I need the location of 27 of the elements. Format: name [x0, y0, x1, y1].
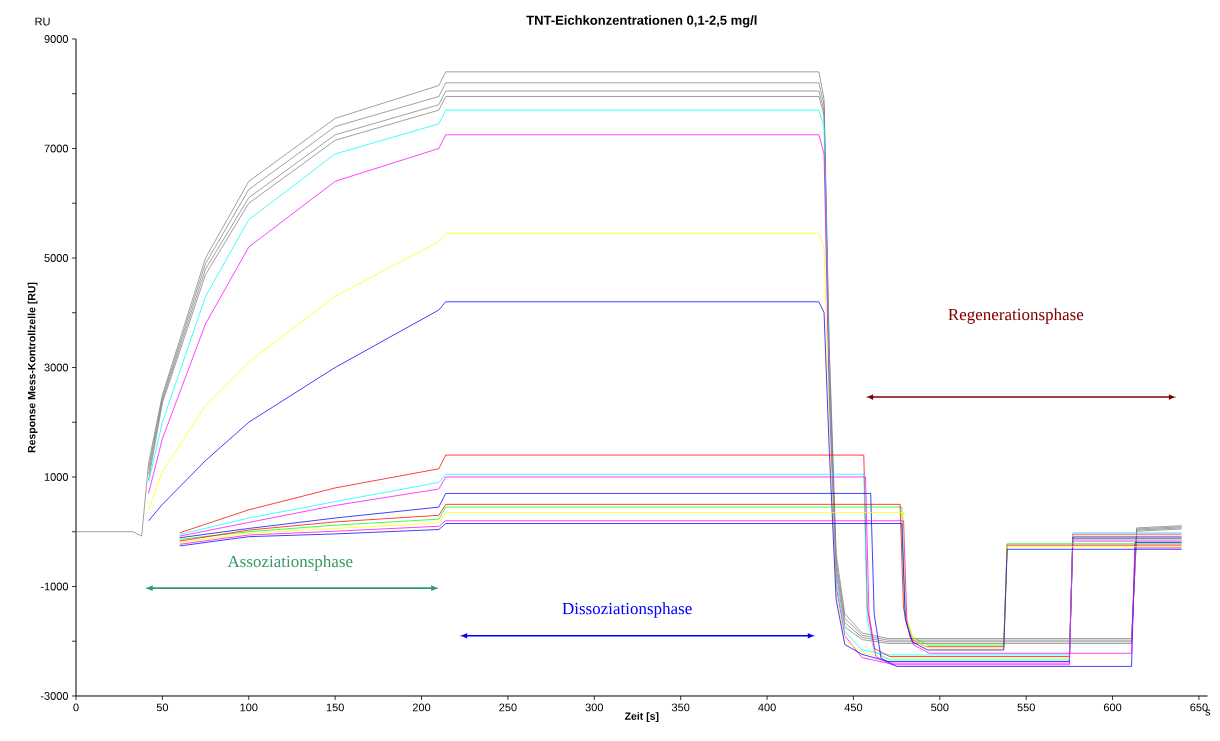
- x-tick-label: 100: [240, 703, 258, 712]
- y-tick-label: 5000: [44, 254, 69, 262]
- x-tick-label: 400: [758, 703, 776, 712]
- y-tick-label: 1000: [44, 473, 69, 481]
- annotation: Assoziationsphase: [227, 555, 353, 571]
- x-tick-label: 350: [671, 703, 690, 712]
- x-tick-label: 450: [844, 703, 863, 712]
- y-tick-label: -3000: [40, 692, 69, 700]
- x-tick-label: 0: [73, 703, 79, 712]
- text: RU: [35, 17, 50, 26]
- y-tick-label: 9000: [44, 35, 69, 43]
- y-tick-label: 3000: [44, 363, 69, 372]
- x-tick-label: 250: [499, 703, 517, 712]
- x-axis-title: Zeit [s]: [624, 712, 659, 722]
- chart-title: TNT-Eichkonzentrationen 0,1-2,5 mg/l: [526, 15, 757, 28]
- x-tick-label: 600: [1103, 703, 1122, 712]
- annotation: Regenerationsphase: [948, 308, 1084, 324]
- y-tick-label: 7000: [44, 144, 69, 153]
- x-tick-label: 50: [156, 703, 169, 712]
- x-tick-label: 200: [412, 703, 431, 712]
- x-tick-label: 150: [326, 703, 344, 712]
- y-axis-title: Response Mess-Kontrollzelle [RU]: [27, 282, 38, 453]
- y-tick-label: -1000: [40, 582, 69, 591]
- x-tick-label: 500: [931, 703, 949, 712]
- x-tick-label: 550: [1017, 703, 1035, 712]
- annotation: Dissoziationsphase: [562, 602, 692, 618]
- x-tick-label: 300: [585, 703, 604, 712]
